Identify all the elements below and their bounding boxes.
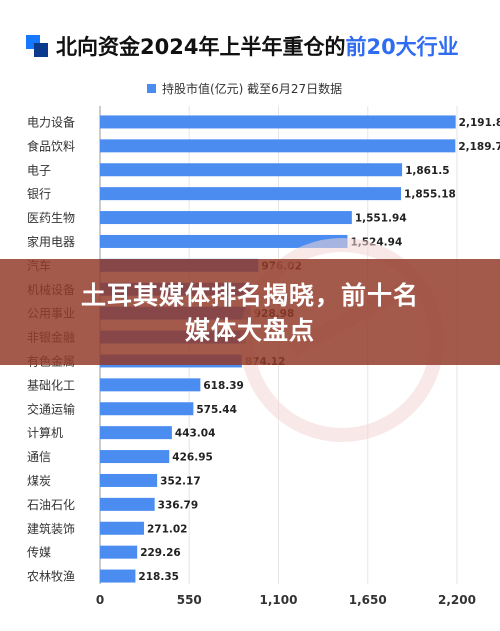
category-label: 煤炭 xyxy=(27,474,51,488)
bar xyxy=(100,569,136,583)
bar-value-label: 336.79 xyxy=(158,499,199,511)
bar-value-label: 1,855.18 xyxy=(404,189,456,201)
bar-value-label: 575.44 xyxy=(196,404,237,416)
bar-value-label: 229.26 xyxy=(140,547,181,559)
bar xyxy=(100,187,402,201)
category-label: 通信 xyxy=(27,450,51,464)
category-label: 建筑装饰 xyxy=(27,521,75,536)
category-label: 交通运输 xyxy=(27,401,75,416)
title-highlight: 前20大行业 xyxy=(345,35,459,59)
bar-value-label: 1,861.5 xyxy=(405,165,450,177)
category-label: 农林牧渔 xyxy=(27,570,75,584)
bar xyxy=(100,139,456,153)
bar xyxy=(100,521,144,535)
headline-text: 土耳其媒体排名揭晓，前十名 媒体大盘点 xyxy=(0,278,500,348)
bar xyxy=(100,163,403,177)
bar xyxy=(100,545,138,559)
category-label: 基础化工 xyxy=(27,378,75,392)
category-label: 食品饮料 xyxy=(27,138,75,153)
category-label: 计算机 xyxy=(27,425,63,440)
bar xyxy=(100,426,172,440)
headline-line-2: 媒体大盘点 xyxy=(184,316,315,345)
bar-value-label: 352.17 xyxy=(160,475,201,487)
chart-legend: 持股市值(亿元) 截至6月27日数据 xyxy=(147,80,342,97)
legend-swatch xyxy=(147,84,156,93)
bar-value-label: 2,191.85 xyxy=(459,117,500,129)
bar xyxy=(100,234,348,248)
bar xyxy=(100,378,201,392)
title-logo-icon xyxy=(26,35,48,57)
bar xyxy=(100,115,456,129)
category-label: 电子 xyxy=(27,163,51,177)
bar-value-label: 618.39 xyxy=(203,380,244,392)
legend-label: 持股市值(亿元) 截至6月27日数据 xyxy=(162,82,343,96)
category-label: 石油石化 xyxy=(27,498,75,512)
bar-value-label: 1,551.94 xyxy=(355,213,407,225)
bar xyxy=(100,450,170,464)
chart-title: 北向资金2024年上半年重仓的前20大行业 xyxy=(26,34,459,59)
x-tick-label: 0 xyxy=(96,593,104,607)
bar xyxy=(100,402,194,416)
bar xyxy=(100,211,352,225)
bar xyxy=(100,497,155,511)
headline-overlay xyxy=(0,259,500,365)
bar-value-label: 218.35 xyxy=(138,571,179,583)
x-tick-label: 1,650 xyxy=(349,593,387,607)
bar-value-label: 426.95 xyxy=(172,452,213,464)
bar xyxy=(100,473,158,487)
x-tick-label: 2,200 xyxy=(438,593,476,607)
category-label: 传媒 xyxy=(27,545,51,560)
category-label: 电力设备 xyxy=(27,115,75,129)
category-label: 医药生物 xyxy=(27,211,75,225)
category-label: 家用电器 xyxy=(27,234,75,249)
bar-value-label: 271.02 xyxy=(147,523,188,535)
category-label: 银行 xyxy=(27,187,51,201)
bar-value-label: 2,189.77 xyxy=(458,141,500,153)
bar-value-label: 443.04 xyxy=(175,428,216,440)
x-tick-label: 1,100 xyxy=(260,593,298,607)
x-tick-label: 550 xyxy=(177,593,202,607)
title-main: 北向资金2024年上半年重仓的 xyxy=(56,35,346,59)
headline-line-1: 土耳其媒体排名揭晓，前十名 xyxy=(80,281,419,310)
